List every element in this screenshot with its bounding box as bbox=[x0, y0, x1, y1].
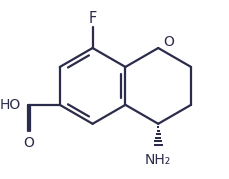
Text: O: O bbox=[24, 136, 34, 150]
Text: F: F bbox=[88, 11, 97, 26]
Text: NH₂: NH₂ bbox=[145, 153, 171, 167]
Text: O: O bbox=[164, 35, 174, 49]
Text: HO: HO bbox=[0, 98, 21, 112]
